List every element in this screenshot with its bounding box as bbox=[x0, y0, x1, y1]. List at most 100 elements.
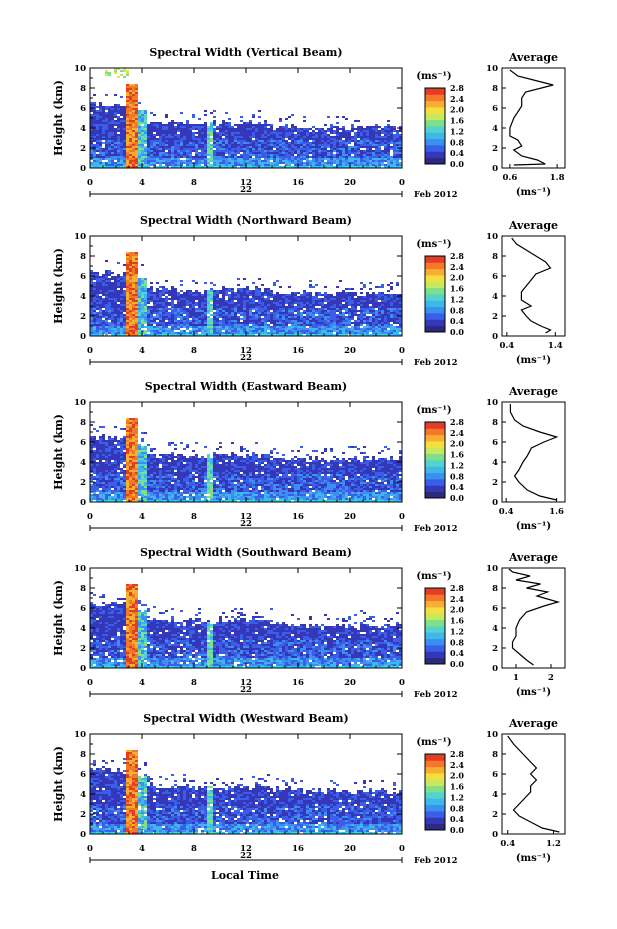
heatmap-cell bbox=[90, 122, 93, 124]
heatmap-cell bbox=[120, 278, 123, 280]
heatmap-cell bbox=[141, 122, 144, 124]
heatmap-cell bbox=[123, 116, 126, 118]
heatmap-cell bbox=[99, 164, 102, 166]
heatmap-cell bbox=[180, 144, 183, 146]
heatmap-cell bbox=[168, 290, 171, 292]
heatmap-cell bbox=[201, 322, 204, 324]
heatmap-cell bbox=[396, 138, 399, 140]
heatmap-cell bbox=[303, 148, 306, 150]
heatmap-cell bbox=[114, 132, 117, 134]
heatmap-cell bbox=[267, 138, 270, 140]
heatmap-cell bbox=[120, 106, 123, 108]
heatmap-cell bbox=[108, 156, 111, 158]
heatmap-cell bbox=[243, 320, 246, 322]
heatmap-cell bbox=[399, 310, 402, 312]
heatmap-cell bbox=[303, 302, 306, 304]
heatmap-cell bbox=[306, 128, 309, 130]
heatmap-cell bbox=[93, 160, 96, 162]
heatmap-cell bbox=[144, 114, 147, 116]
heatmap-cell bbox=[129, 314, 132, 316]
heatmap-cell bbox=[138, 162, 141, 164]
heatmap-cell bbox=[237, 134, 240, 136]
heatmap-cell bbox=[147, 300, 150, 302]
heatmap-cell bbox=[309, 152, 312, 154]
heatmap-cell bbox=[240, 328, 243, 330]
heatmap-cell bbox=[114, 148, 117, 150]
heatmap-cell bbox=[219, 330, 222, 332]
heatmap-cell bbox=[117, 316, 120, 318]
heatmap-cell bbox=[174, 314, 177, 316]
heatmap-cell bbox=[354, 332, 357, 334]
heatmap-cell bbox=[165, 306, 168, 308]
heatmap-cell bbox=[144, 134, 147, 136]
heatmap-cell bbox=[225, 302, 228, 304]
heatmap-cell bbox=[351, 318, 354, 320]
heatmap-cell bbox=[318, 318, 321, 320]
heatmap-cell bbox=[213, 132, 216, 134]
heatmap-cell bbox=[321, 328, 324, 330]
heatmap-cell bbox=[159, 146, 162, 148]
heatmap-cell bbox=[222, 314, 225, 316]
heatmap-cell bbox=[291, 128, 294, 130]
heatmap-cell bbox=[303, 332, 306, 334]
heatmap-cell bbox=[198, 146, 201, 148]
heatmap-cell bbox=[192, 126, 195, 128]
heatmap-cell bbox=[318, 146, 321, 148]
heatmap-cell bbox=[105, 118, 108, 120]
heatmap-cell bbox=[345, 132, 348, 134]
heatmap-cell bbox=[135, 308, 138, 310]
heatmap-cell bbox=[165, 332, 168, 334]
heatmap-cell bbox=[321, 158, 324, 160]
heatmap-cell bbox=[345, 144, 348, 146]
heatmap-cell bbox=[342, 142, 345, 144]
heatmap-cell bbox=[378, 148, 381, 150]
heatmap-cell bbox=[180, 162, 183, 164]
heatmap-cell bbox=[237, 132, 240, 134]
heatmap-cell bbox=[171, 312, 174, 314]
heatmap-cell bbox=[315, 128, 318, 130]
heatmap-cell bbox=[144, 110, 147, 112]
heatmap-cell bbox=[240, 128, 243, 130]
heatmap-cell bbox=[138, 318, 141, 320]
heatmap-cell bbox=[219, 290, 222, 292]
heatmap-cell bbox=[312, 328, 315, 330]
heatmap-cell bbox=[108, 108, 111, 110]
heatmap-cell bbox=[147, 288, 150, 290]
heatmap-cell bbox=[261, 322, 264, 324]
heatmap-cell bbox=[219, 164, 222, 166]
heatmap-cell bbox=[153, 144, 156, 146]
heatmap-cell bbox=[156, 296, 159, 298]
heatmap-cell bbox=[219, 292, 222, 294]
heatmap-cell bbox=[183, 334, 186, 336]
heatmap-cell bbox=[192, 128, 195, 130]
heatmap-cell bbox=[387, 126, 390, 128]
heatmap-cell bbox=[225, 326, 228, 328]
heatmap-cell bbox=[102, 152, 105, 154]
y-tick-label: 8 bbox=[80, 84, 86, 94]
heatmap-cell bbox=[375, 332, 378, 334]
heatmap-cell bbox=[105, 146, 108, 148]
heatmap-cell bbox=[387, 124, 390, 126]
heatmap-cell bbox=[378, 328, 381, 330]
heatmap-cell bbox=[231, 134, 234, 136]
heatmap-cell bbox=[372, 164, 375, 166]
heatmap-cell bbox=[378, 156, 381, 158]
heatmap-cell bbox=[105, 328, 108, 330]
heatmap-cell bbox=[342, 298, 345, 300]
heatmap-cell bbox=[111, 140, 114, 142]
heatmap-cell bbox=[399, 150, 402, 152]
heatmap-cell bbox=[129, 298, 132, 300]
heatmap-cell bbox=[93, 166, 96, 168]
heatmap-cell bbox=[153, 304, 156, 306]
heatmap-cell bbox=[180, 142, 183, 144]
heatmap-cell bbox=[285, 324, 288, 326]
heatmap-cell bbox=[351, 328, 354, 330]
heatmap-cell bbox=[315, 318, 318, 320]
heatmap-cell bbox=[195, 290, 198, 292]
heatmap-cell bbox=[141, 288, 144, 290]
heatmap-cell bbox=[195, 160, 198, 162]
heatmap-cell bbox=[360, 328, 363, 330]
heatmap-cell bbox=[336, 146, 339, 148]
heatmap-cell bbox=[384, 138, 387, 140]
heatmap-cell bbox=[219, 142, 222, 144]
